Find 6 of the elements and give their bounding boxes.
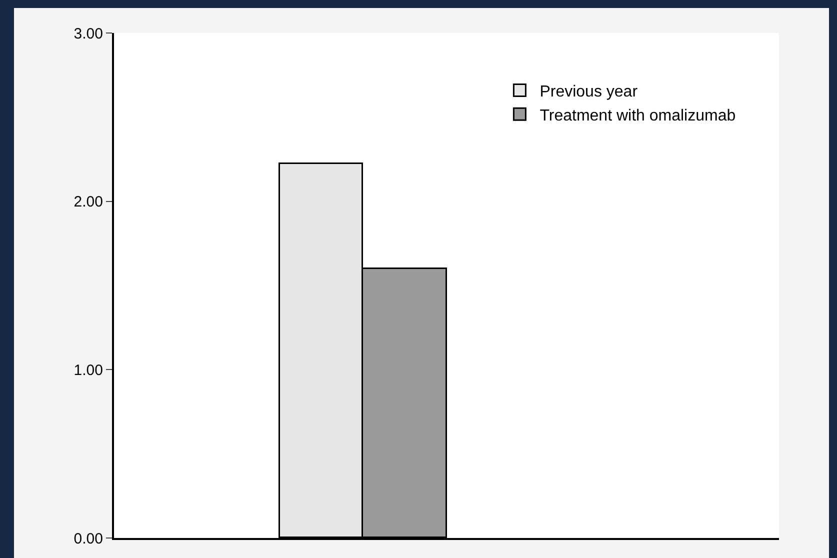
y-tick-label: 3.00: [74, 25, 103, 42]
legend-label: Treatment with omalizumab: [540, 107, 736, 124]
y-tick-label: 1.00: [74, 362, 103, 379]
y-tick-label: 0.00: [74, 530, 103, 548]
y-tick-label: 2.00: [74, 194, 103, 211]
legend-label: Previous year: [540, 84, 638, 101]
